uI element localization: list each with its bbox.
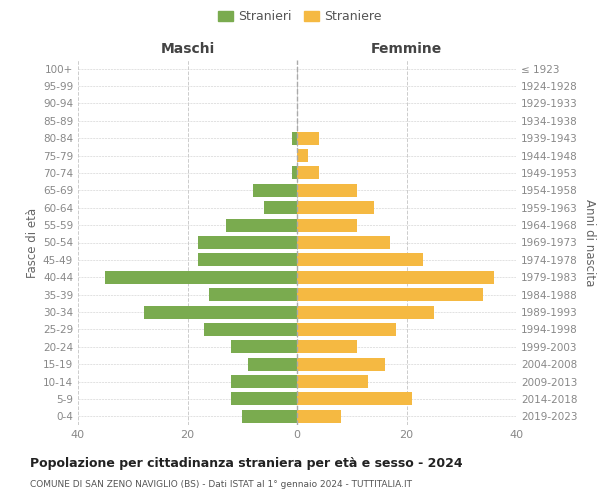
Y-axis label: Anni di nascita: Anni di nascita bbox=[583, 199, 596, 286]
Text: Femmine: Femmine bbox=[371, 42, 442, 56]
Bar bbox=[297, 323, 395, 336]
Text: Popolazione per cittadinanza straniera per età e sesso - 2024: Popolazione per cittadinanza straniera p… bbox=[30, 458, 463, 470]
Bar bbox=[297, 375, 368, 388]
Bar bbox=[209, 288, 297, 301]
Bar bbox=[297, 306, 434, 318]
Y-axis label: Fasce di età: Fasce di età bbox=[26, 208, 39, 278]
Bar bbox=[292, 132, 297, 144]
Bar bbox=[144, 306, 297, 318]
Bar bbox=[297, 236, 390, 249]
Bar bbox=[297, 254, 423, 266]
Bar bbox=[297, 218, 357, 232]
Bar bbox=[297, 270, 494, 284]
Bar bbox=[297, 288, 483, 301]
Legend: Stranieri, Straniere: Stranieri, Straniere bbox=[215, 6, 386, 26]
Bar bbox=[232, 375, 297, 388]
Bar bbox=[232, 340, 297, 353]
Bar bbox=[199, 254, 297, 266]
Bar bbox=[232, 392, 297, 406]
Bar bbox=[297, 358, 385, 370]
Bar bbox=[253, 184, 297, 197]
Text: COMUNE DI SAN ZENO NAVIGLIO (BS) - Dati ISTAT al 1° gennaio 2024 - TUTTITALIA.IT: COMUNE DI SAN ZENO NAVIGLIO (BS) - Dati … bbox=[30, 480, 412, 489]
Bar bbox=[106, 270, 297, 284]
Bar bbox=[292, 166, 297, 179]
Bar bbox=[297, 184, 357, 197]
Bar bbox=[242, 410, 297, 423]
Bar bbox=[248, 358, 297, 370]
Bar bbox=[297, 340, 357, 353]
Bar bbox=[297, 166, 319, 179]
Bar bbox=[199, 236, 297, 249]
Bar bbox=[297, 410, 341, 423]
Text: Maschi: Maschi bbox=[160, 42, 215, 56]
Bar bbox=[297, 132, 319, 144]
Bar bbox=[297, 392, 412, 406]
Bar bbox=[204, 323, 297, 336]
Bar bbox=[297, 201, 374, 214]
Bar bbox=[226, 218, 297, 232]
Bar bbox=[297, 149, 308, 162]
Bar bbox=[264, 201, 297, 214]
